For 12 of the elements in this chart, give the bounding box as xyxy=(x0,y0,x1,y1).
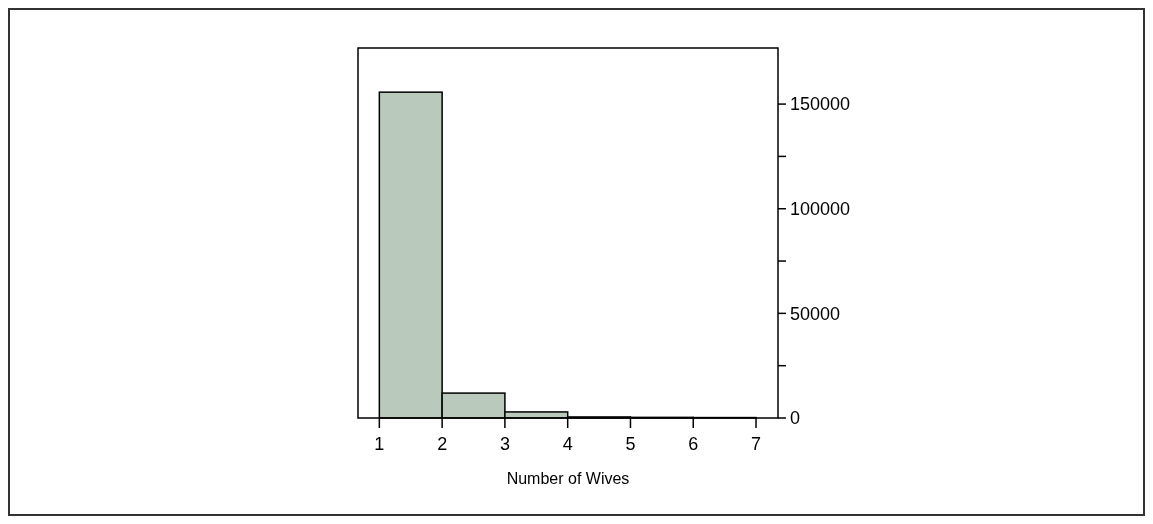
x-tick-label: 2 xyxy=(437,434,448,454)
x-tick-label: 7 xyxy=(751,434,762,454)
x-axis-title: Number of Wives xyxy=(506,470,630,487)
x-tick-label: 4 xyxy=(562,434,573,454)
y-tick-label: 0 xyxy=(790,408,801,429)
x-tick-label: 6 xyxy=(688,434,699,454)
y-tick-label: 100000 xyxy=(790,199,851,220)
y-tick-label: 50000 xyxy=(790,303,841,324)
x-tick-label: 3 xyxy=(499,434,510,454)
x-tick-label: 1 xyxy=(374,434,385,454)
x-tick-label: 5 xyxy=(625,434,636,454)
y-tick-label: 150000 xyxy=(790,94,851,115)
